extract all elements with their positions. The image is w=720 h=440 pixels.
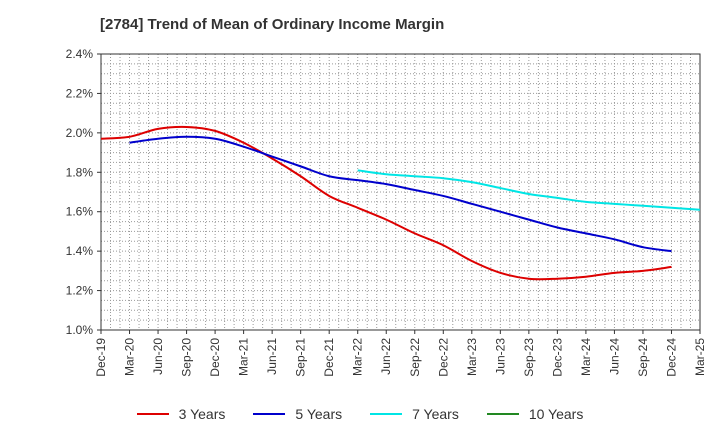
series-line-3-years — [100, 125, 672, 281]
x-tick-label: Jun-20 — [151, 338, 165, 375]
y-tick-label: 1.0% — [66, 323, 94, 337]
x-tick-label: Dec-20 — [208, 338, 222, 377]
y-tick-label: 2.4% — [66, 47, 94, 61]
series-line-5-years — [129, 135, 672, 253]
x-tick-label: Jun-22 — [379, 338, 393, 375]
x-tick-label: Dec-23 — [550, 338, 564, 377]
x-tick-label: Mar-25 — [693, 338, 707, 376]
plot-area — [101, 54, 700, 330]
x-tick-label: Mar-21 — [237, 338, 251, 376]
legend-item-3-years: 3 Years — [136, 406, 226, 422]
legend-item-7-years: 7 Years — [370, 406, 459, 422]
y-tick-label: 1.8% — [66, 165, 94, 179]
plot-border — [100, 53, 701, 331]
x-tick-label: Dec-24 — [664, 338, 678, 377]
x-tick-label: Sep-20 — [180, 338, 194, 377]
legend-swatch — [370, 413, 403, 415]
x-tick-label: Mar-24 — [579, 338, 593, 376]
legend-label: 10 Years — [528, 406, 584, 422]
legend-swatch — [486, 413, 519, 415]
x-tick-label: Dec-22 — [436, 338, 450, 377]
x-tick-label: Mar-20 — [123, 338, 137, 376]
y-tick-label: 2.2% — [66, 86, 94, 100]
y-tick-label: 1.4% — [66, 244, 94, 258]
legend-item-5-years: 5 Years — [253, 406, 342, 422]
x-tick-label: Sep-21 — [294, 338, 308, 377]
legend-item-10-years: 10 Years — [486, 406, 584, 422]
legend-swatch — [253, 413, 286, 415]
x-tick-label: Mar-22 — [351, 338, 365, 376]
x-tick-label: Jun-24 — [607, 338, 621, 375]
legend-swatch — [136, 413, 169, 415]
x-tick-label: Sep-23 — [522, 338, 536, 377]
x-tick-label: Dec-21 — [322, 338, 336, 377]
y-tick-label: 2.0% — [66, 126, 94, 140]
x-tick-label: Sep-24 — [636, 338, 650, 377]
y-tick-label: 1.6% — [66, 205, 94, 219]
legend-label: 7 Years — [412, 406, 459, 422]
legend: 3 Years 5 Years 7 Years 10 Years — [0, 406, 720, 422]
x-tick-label: Dec-19 — [94, 338, 108, 377]
chart-title: [2784] Trend of Mean of Ordinary Income … — [100, 16, 445, 33]
x-tick-label: Mar-23 — [465, 338, 479, 376]
legend-label: 5 Years — [295, 406, 343, 422]
legend-label: 3 Years — [178, 406, 226, 422]
x-tick-label: Jun-21 — [265, 338, 279, 375]
series-line-7-years — [357, 169, 701, 211]
y-tick-label: 1.2% — [66, 284, 94, 298]
x-tick-label: Sep-22 — [408, 338, 422, 377]
x-tick-label: Jun-23 — [493, 338, 507, 375]
